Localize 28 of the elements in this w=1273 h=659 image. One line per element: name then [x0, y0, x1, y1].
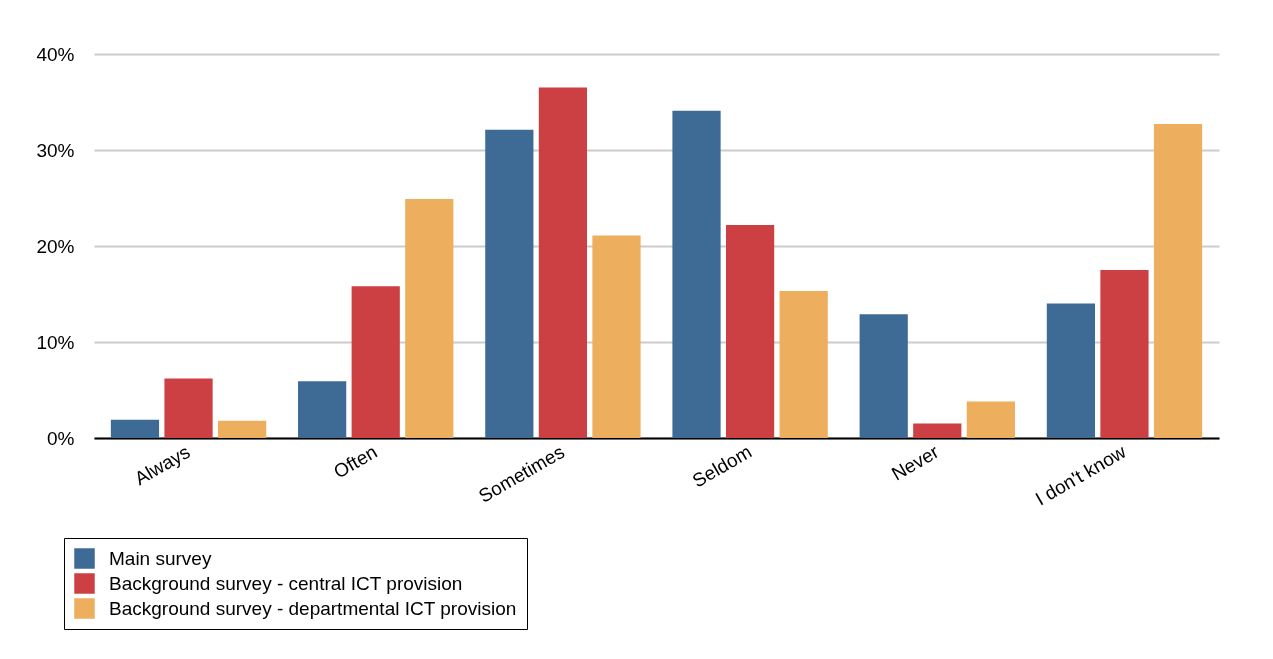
bar: [672, 110, 721, 438]
bar: [913, 423, 962, 438]
y-tick-label: 20%: [36, 235, 75, 257]
bar: [779, 291, 828, 438]
bar: [592, 235, 641, 438]
bar: [351, 286, 400, 438]
bar: [110, 419, 160, 438]
bar: [859, 314, 908, 438]
y-tick-label: 40%: [36, 43, 75, 65]
bar: [1046, 303, 1095, 438]
bar: [966, 401, 1015, 438]
bar: [1153, 124, 1203, 438]
bar: [298, 381, 347, 438]
legend-label: Background survey - central ICT provision: [109, 572, 463, 594]
y-tick-label: 0%: [47, 427, 75, 449]
bar: [485, 129, 534, 438]
y-tick-label: 10%: [36, 331, 75, 353]
bar: [538, 87, 588, 438]
bar: [164, 378, 213, 438]
y-tick-label: 30%: [36, 139, 75, 161]
legend-label: Background survey - departmental ICT provision: [109, 597, 517, 619]
bar: [405, 198, 454, 438]
bar: [725, 224, 775, 438]
bar: [218, 420, 267, 438]
bar: [1100, 270, 1149, 438]
x-tick-label: I don't know: [1031, 440, 1130, 510]
x-tick-label: Often: [329, 440, 381, 483]
legend-label: Main survey: [109, 547, 212, 569]
